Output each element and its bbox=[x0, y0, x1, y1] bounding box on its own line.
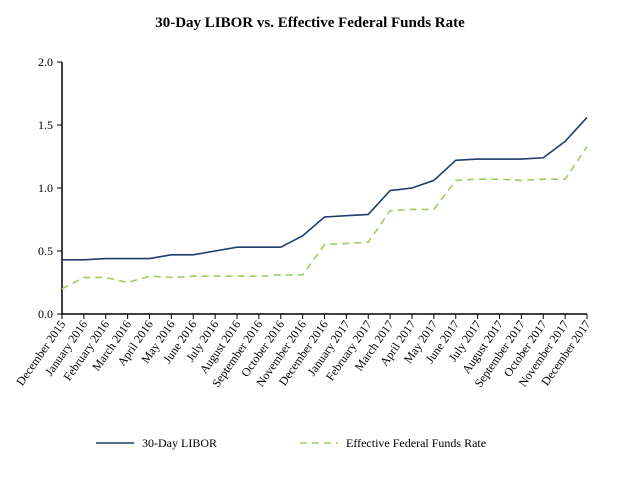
legend-label: 30-Day LIBOR bbox=[142, 436, 217, 450]
y-tick-label: 1.5 bbox=[38, 118, 53, 132]
y-tick-label: 2.0 bbox=[38, 55, 53, 69]
chart-title: 30-Day LIBOR vs. Effective Federal Funds… bbox=[155, 15, 465, 31]
y-tick-label: 0.0 bbox=[38, 307, 53, 321]
y-tick-label: 0.5 bbox=[38, 244, 53, 258]
y-tick-label: 1.0 bbox=[38, 181, 53, 195]
legend-label: Effective Federal Funds Rate bbox=[346, 436, 486, 450]
series-line-0 bbox=[62, 116, 588, 261]
